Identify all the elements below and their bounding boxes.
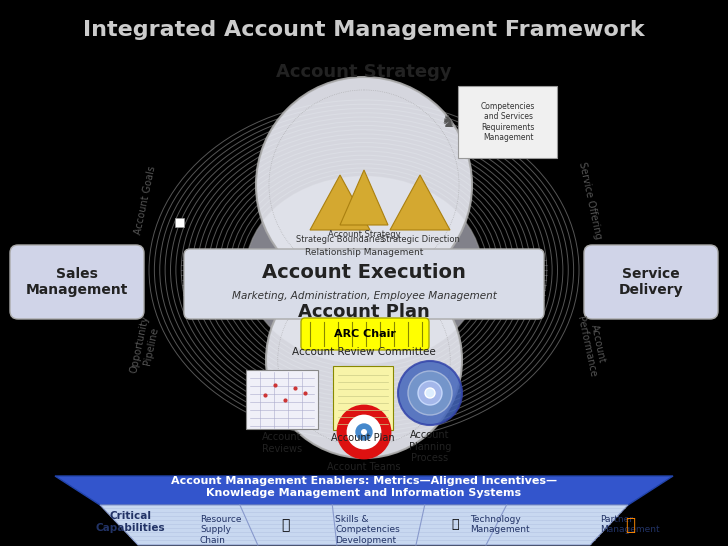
Circle shape xyxy=(361,429,367,435)
Text: 🏢: 🏢 xyxy=(716,519,724,531)
Circle shape xyxy=(356,424,372,440)
FancyBboxPatch shape xyxy=(584,245,718,319)
Circle shape xyxy=(266,262,462,458)
Text: Service Offering: Service Offering xyxy=(577,161,603,240)
Text: Account
Performance: Account Performance xyxy=(575,312,609,377)
Polygon shape xyxy=(310,175,370,230)
FancyBboxPatch shape xyxy=(246,370,318,429)
Circle shape xyxy=(408,371,452,415)
Text: Account Management Enablers: Metrics—Aligned Incentives—
Knowledge Management an: Account Management Enablers: Metrics—Ali… xyxy=(171,476,557,498)
Text: Account Strategy: Account Strategy xyxy=(276,63,452,81)
FancyBboxPatch shape xyxy=(301,318,429,350)
FancyBboxPatch shape xyxy=(184,249,544,319)
Text: Relationship Management: Relationship Management xyxy=(305,248,423,257)
Text: Account Plan: Account Plan xyxy=(298,303,430,321)
Text: Account Execution: Account Execution xyxy=(262,264,466,282)
Polygon shape xyxy=(55,476,673,505)
Text: Strategic Boundaries: Strategic Boundaries xyxy=(296,235,384,244)
Text: Sales
Management: Sales Management xyxy=(25,267,128,297)
Text: Partner
Management: Partner Management xyxy=(600,515,660,535)
Circle shape xyxy=(425,388,435,398)
Polygon shape xyxy=(340,170,388,225)
Ellipse shape xyxy=(246,176,482,364)
FancyBboxPatch shape xyxy=(175,218,184,227)
Text: ♞: ♞ xyxy=(440,113,456,131)
Text: Critical
Capabilities: Critical Capabilities xyxy=(95,511,165,533)
Text: Strategic Direction: Strategic Direction xyxy=(381,235,459,244)
Text: Account Teams: Account Teams xyxy=(328,462,400,472)
FancyBboxPatch shape xyxy=(458,86,557,158)
Text: Integrated Account Management Framework: Integrated Account Management Framework xyxy=(83,20,645,40)
Text: ARC Chair: ARC Chair xyxy=(334,329,396,339)
Text: Account Review Committee: Account Review Committee xyxy=(292,347,436,357)
Text: Account
Planning
Process: Account Planning Process xyxy=(409,430,451,463)
Text: Marketing, Administration, Employee Management: Marketing, Administration, Employee Mana… xyxy=(232,291,496,301)
Text: Account Goals: Account Goals xyxy=(132,165,157,235)
Text: Account
Reviews: Account Reviews xyxy=(262,432,302,454)
Text: Technology
Management: Technology Management xyxy=(470,515,530,535)
Text: Service
Delivery: Service Delivery xyxy=(619,267,684,297)
Text: Account Plan: Account Plan xyxy=(331,433,395,443)
Text: Opportunity
Pipeline: Opportunity Pipeline xyxy=(128,314,162,376)
Circle shape xyxy=(418,381,442,405)
Text: 📊: 📊 xyxy=(451,519,459,531)
Polygon shape xyxy=(100,505,628,545)
FancyBboxPatch shape xyxy=(333,366,393,430)
Text: 〰: 〰 xyxy=(625,516,635,534)
Circle shape xyxy=(256,77,472,293)
Text: Competencies
and Services
Requirements
Management: Competencies and Services Requirements M… xyxy=(480,102,535,142)
FancyBboxPatch shape xyxy=(10,245,144,319)
Text: Resource
Supply
Chain: Resource Supply Chain xyxy=(200,515,242,545)
Polygon shape xyxy=(390,175,450,230)
Text: 👥: 👥 xyxy=(281,518,289,532)
Circle shape xyxy=(338,406,390,458)
Circle shape xyxy=(398,361,462,425)
Circle shape xyxy=(348,416,380,448)
Text: Account Strategy: Account Strategy xyxy=(328,230,400,239)
Text: Skills &
Competencies
Development: Skills & Competencies Development xyxy=(335,515,400,545)
